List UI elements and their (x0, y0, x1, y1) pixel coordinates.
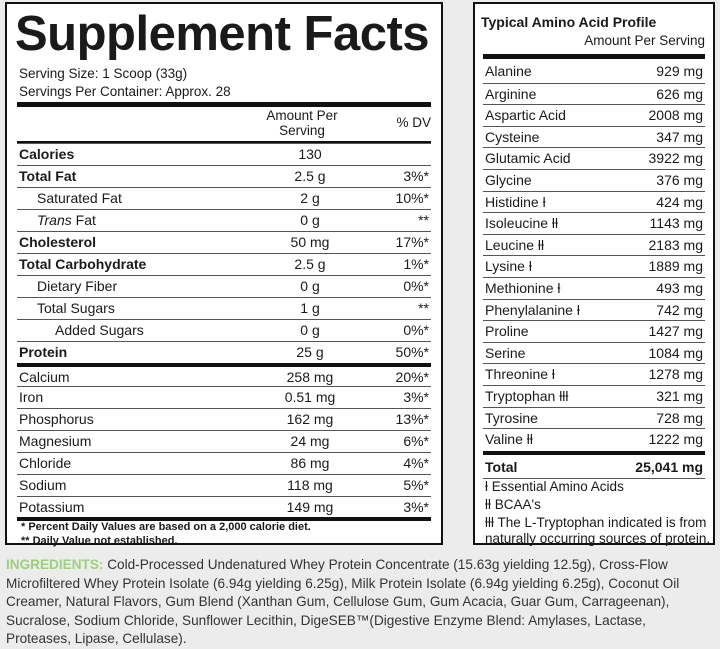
supplement-facts-title: Supplement Facts (15, 7, 430, 61)
amino-profile-title: Typical Amino Acid Profile (481, 14, 657, 30)
facts-row-magnesium: Magnesium 24 mg 6%* (17, 430, 431, 453)
amino-row-cysteine: Cysteine 347 mg (483, 125, 705, 149)
amino-row-glycine: Glycine 376 mg (483, 169, 705, 192)
facts-row-dietary-fiber: Dietary Fiber 0 g 0%* (17, 275, 431, 298)
footnote-not-established: ** Daily Value not established. (21, 535, 178, 547)
facts-row-trans-fat: Trans Fat 0 g ** (17, 209, 431, 232)
facts-row-calories: Calories 130 (17, 143, 431, 166)
amino-notes-divider (483, 478, 705, 479)
amino-row-tryptophan: Tryptophan ƚƚƚ 321 mg (483, 385, 705, 408)
amino-profile-subtitle: Amount Per Serving (584, 33, 705, 48)
amino-row-proline: Proline 1427 mg (483, 320, 705, 343)
servings-per-container: Servings Per Container: Approx. 28 (19, 84, 231, 99)
facts-row-potassium: Potassium 149 mg 3%* (17, 496, 431, 519)
amino-row-serine: Serine 1084 mg (483, 341, 705, 365)
facts-row-sodium: Sodium 118 mg 5%* (17, 474, 431, 497)
amino-row-total: Total 25,041 mg (485, 459, 703, 475)
ingredients-text: INGREDIENTS: Cold-Processed Undenatured … (6, 557, 680, 646)
note-tryptophan-line2: naturally occurring sources of protein. (485, 531, 711, 546)
note-bcaas: ƚƚ BCAA's (485, 497, 541, 512)
amino-header-divider (483, 54, 705, 59)
dv-header: % DV (396, 115, 431, 130)
amino-row-lysine: Lysine ƚ 1889 mg (483, 255, 705, 278)
facts-row-chloride: Chloride 86 mg 4%* (17, 452, 431, 475)
footnote-daily-values: * Percent Daily Values are based on a 2,… (21, 521, 311, 533)
facts-row-total-fat: Total Fat 2.5 g 3%* (17, 165, 431, 188)
facts-row-total-sugars: Total Sugars 1 g ** (17, 297, 431, 320)
amino-row-histidine: Histidine ƚ 424 mg (483, 190, 705, 214)
amino-acid-profile-panel: Typical Amino Acid Profile Amount Per Se… (473, 2, 715, 546)
amino-row-leucine: Leucine ƚƚ 2183 mg (483, 233, 705, 257)
ingredients-label: INGREDIENTS: (6, 557, 104, 572)
amino-row-arginine: Arginine 626 mg (483, 82, 705, 106)
facts-row-added-sugars: Added Sugars 0 g 0%* (17, 319, 431, 342)
amino-row-aspartic-acid: Aspartic Acid 2008 mg (483, 104, 705, 127)
amino-row-tyrosine: Tyrosine 728 mg (483, 406, 705, 430)
amino-row-valine: Valine ƚƚ 1222 mg (483, 428, 705, 451)
header-divider (17, 141, 431, 144)
serving-size: Serving Size: 1 Scoop (33g) (19, 66, 188, 81)
amino-total-divider (483, 451, 705, 455)
facts-row-phosphorus: Phosphorus 162 mg 13%* (17, 408, 431, 431)
thick-divider (17, 102, 431, 107)
facts-row-iron: Iron 0.51 mg 3%* (17, 386, 431, 409)
note-essential-amino-acids: ƚ Essential Amino Acids (485, 479, 624, 494)
facts-row-cholesterol: Cholesterol 50 mg 17%* (17, 231, 431, 254)
amino-row-isoleucine: Isoleucine ƚƚ 1143 mg (483, 212, 705, 235)
footer-divider (17, 517, 431, 521)
amino-row-methionine: Methionine ƚ 493 mg (483, 277, 705, 300)
facts-row-saturated-fat: Saturated Fat 2 g 10%* (17, 187, 431, 210)
amino-row-phenylalanine: Phenylalanine ƚ 742 mg (483, 298, 705, 322)
amount-per-serving-header: Amount Per Serving (266, 108, 338, 138)
amino-row-alanine: Alanine 929 mg (485, 63, 703, 79)
facts-row-total-carbohydrate: Total Carbohydrate 2.5 g 1%* (17, 253, 431, 276)
facts-row-protein: Protein 25 g 50%* (17, 341, 431, 364)
facts-row-calcium: Calcium 258 mg 20%* (17, 363, 431, 388)
note-tryptophan-line1: ƚƚƚ The L-Tryptophan indicated is from (485, 515, 707, 530)
amino-row-glutamic-acid: Glutamic Acid 3922 mg (483, 147, 705, 170)
amino-row-threonine: Threonine ƚ 1278 mg (483, 363, 705, 386)
supplement-facts-panel: Supplement Facts Serving Size: 1 Scoop (… (5, 2, 443, 547)
